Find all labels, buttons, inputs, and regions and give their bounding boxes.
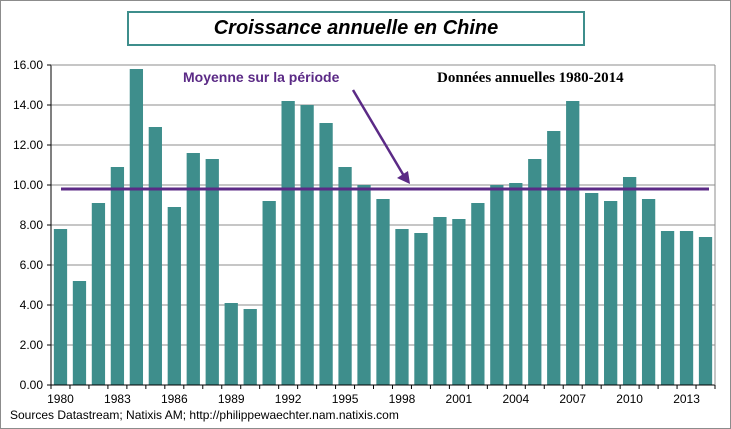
x-tick-label: 2010 [616,392,643,406]
bar [148,127,162,385]
x-tick-label: 2007 [559,392,586,406]
y-tick-labels: 0.00 2.00 4.00 6.00 8.00 10.00 12.00 14.00 16.00 [13,58,43,392]
chart-title: Croissance annuelle en Chine [127,11,585,46]
bar [72,281,87,385]
bars [53,69,713,385]
bar [585,193,599,385]
bar [622,177,637,385]
bar [243,309,257,385]
x-tick-label: 2013 [673,392,700,406]
y-tick-label: 8.00 [20,218,44,232]
x-tick-label: 1998 [389,392,416,406]
bar [262,201,276,385]
x-tick-label: 2001 [446,392,473,406]
x-tick-label: 1995 [332,392,359,406]
bar [414,233,428,385]
bar [319,123,333,385]
x-tick-label: 1980 [47,392,74,406]
bar [471,203,485,385]
bar [224,303,238,385]
bar [281,101,295,385]
bar [528,159,542,385]
x-tick-label: 1983 [104,392,131,406]
bar [300,105,314,385]
y-tick-label: 10.00 [13,178,43,192]
bar [547,131,561,385]
x-tick-label: 1989 [218,392,245,406]
bar [91,203,106,385]
bar [679,231,694,385]
bar [129,69,144,385]
y-tick-label: 14.00 [13,98,43,112]
bar [641,199,656,385]
bar [338,167,352,385]
bar [167,207,181,385]
bar [452,219,466,385]
y-tick-label: 4.00 [20,298,44,312]
bar [698,237,713,385]
period-label: Données annuelles 1980-2014 [437,70,624,86]
y-tick-label: 12.00 [13,138,43,152]
mean-arrow [351,89,406,177]
bar [186,153,200,385]
bar [53,229,68,385]
bar [395,229,409,385]
bar [660,231,675,385]
y-tick-label: 16.00 [13,58,43,72]
x-tick-label: 1992 [275,392,302,406]
bar [205,159,219,385]
bar [376,199,390,385]
x-tick-label: 1986 [161,392,188,406]
bar [566,101,580,385]
bar [433,217,447,385]
y-tick-label: 0.00 [20,378,44,392]
bar [110,167,125,385]
x-tick-labels: 1980 1983 1986 1989 1992 1995 1998 2001 2004 2007… [47,392,700,406]
source-note: Sources Datastream; Natixis AM; http://p… [10,408,399,422]
y-tick-label: 6.00 [20,258,44,272]
mean-label: Moyenne sur la période [183,69,340,85]
axes [50,64,716,389]
bar [357,185,371,385]
bar [490,185,504,385]
bar [604,201,618,385]
x-tick-label: 2004 [502,392,529,406]
mean-arrow-head [397,171,410,184]
y-tick-label: 2.00 [20,338,44,352]
bar [509,183,523,385]
